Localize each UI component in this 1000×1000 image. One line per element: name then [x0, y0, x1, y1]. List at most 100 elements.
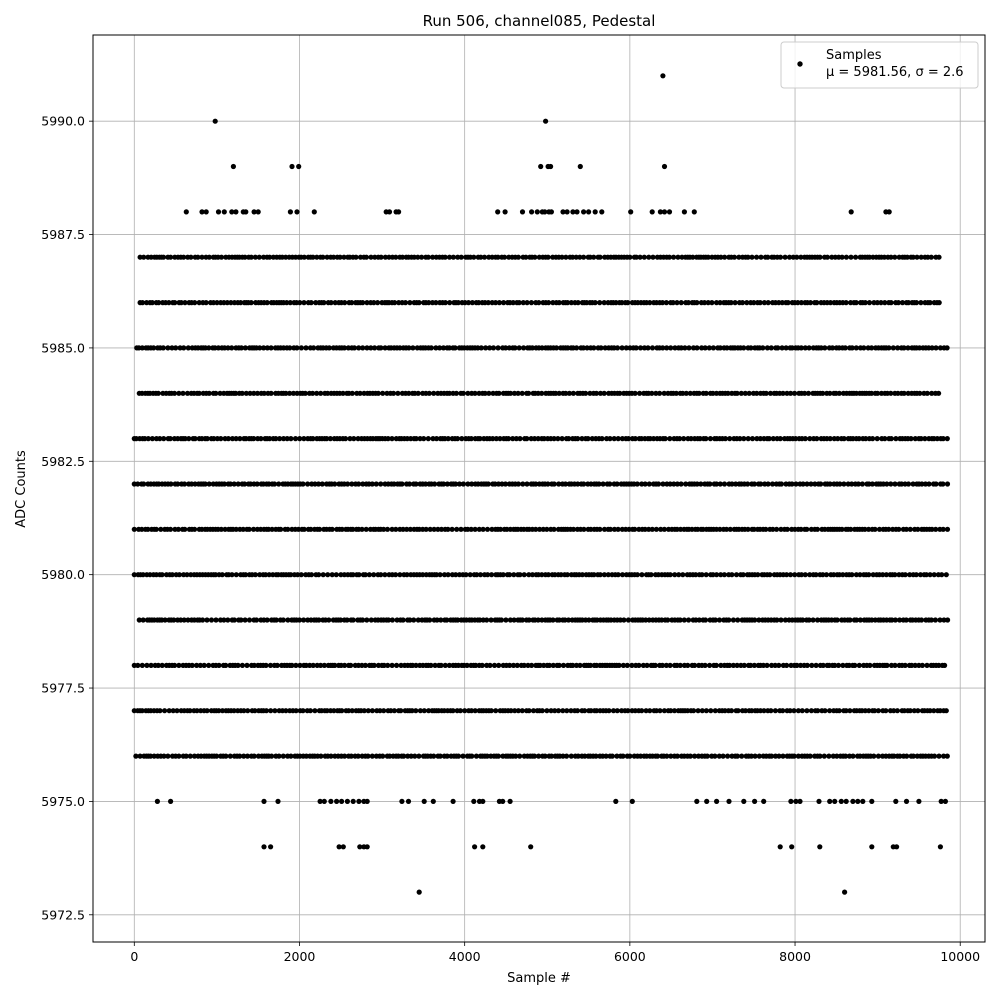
data-point — [437, 572, 443, 578]
data-point — [944, 345, 950, 351]
data-point — [415, 390, 421, 396]
data-point — [231, 708, 237, 714]
data-point — [710, 390, 716, 396]
data-point — [886, 345, 892, 351]
data-point — [780, 753, 786, 759]
data-point — [203, 209, 209, 215]
data-point — [238, 617, 244, 623]
data-point — [827, 436, 833, 442]
data-point — [646, 617, 652, 623]
data-point — [456, 481, 463, 487]
data-point — [186, 436, 192, 442]
data-point — [238, 300, 244, 306]
data-point — [596, 481, 602, 487]
data-point — [686, 617, 692, 623]
data-point — [908, 436, 914, 442]
data-point — [587, 390, 593, 396]
data-point — [446, 390, 452, 396]
data-point — [597, 254, 603, 260]
data-point — [668, 753, 674, 759]
data-point — [165, 345, 171, 351]
data-point — [625, 708, 631, 714]
data-point — [517, 572, 523, 578]
y-tick-label: 5982.5 — [41, 454, 85, 469]
data-point — [707, 436, 714, 442]
data-point — [702, 617, 709, 623]
data-point — [904, 254, 910, 260]
data-point — [702, 662, 708, 669]
data-point — [607, 436, 613, 442]
data-point — [519, 708, 525, 714]
data-point — [431, 753, 437, 759]
data-point — [372, 345, 378, 351]
data-point — [332, 300, 338, 306]
data-point — [373, 481, 379, 487]
data-point — [745, 254, 751, 260]
data-point — [575, 753, 581, 759]
data-point — [667, 436, 673, 442]
data-point — [537, 526, 543, 532]
data-point — [748, 662, 754, 669]
data-point — [264, 345, 270, 351]
data-point — [560, 753, 566, 759]
data-point — [389, 617, 395, 623]
data-point — [303, 345, 309, 351]
data-point — [703, 436, 709, 442]
data-point — [913, 300, 920, 306]
data-point — [155, 390, 161, 396]
data-point — [369, 481, 375, 487]
data-point — [182, 436, 188, 442]
data-point — [657, 390, 663, 396]
data-point — [413, 708, 419, 714]
data-point — [242, 617, 248, 623]
data-point — [229, 345, 235, 351]
data-point — [940, 436, 946, 442]
data-point — [634, 481, 640, 487]
data-point — [524, 436, 530, 442]
data-point — [272, 708, 278, 714]
data-point — [507, 617, 513, 623]
data-point — [166, 708, 172, 714]
data-point — [426, 390, 432, 396]
data-point — [450, 798, 456, 805]
data-point — [643, 708, 649, 714]
data-point — [653, 526, 660, 532]
data-point — [840, 662, 846, 669]
data-point — [601, 526, 608, 532]
data-point — [484, 617, 490, 623]
data-point — [449, 526, 455, 532]
data-point — [204, 617, 210, 623]
data-point — [938, 798, 944, 805]
data-point — [776, 753, 782, 759]
data-point — [139, 345, 145, 351]
data-point — [804, 526, 810, 532]
data-point — [223, 753, 229, 759]
data-point — [899, 300, 906, 306]
data-point — [227, 481, 234, 487]
data-point — [800, 617, 806, 623]
data-point — [287, 345, 293, 351]
data-point — [568, 300, 575, 306]
data-point — [430, 254, 436, 260]
data-point — [559, 254, 565, 260]
data-point — [600, 481, 606, 487]
data-point — [460, 753, 466, 759]
data-point — [399, 254, 406, 260]
data-point — [932, 617, 939, 623]
data-point — [368, 617, 374, 623]
data-point — [294, 345, 300, 351]
data-point — [497, 526, 504, 532]
data-point — [491, 662, 498, 669]
data-point — [391, 708, 397, 714]
data-point — [302, 390, 308, 396]
data-point — [378, 481, 384, 487]
data-point — [880, 572, 886, 578]
data-point — [625, 436, 632, 442]
data-point — [288, 572, 294, 578]
data-point — [727, 436, 733, 442]
data-point — [704, 798, 710, 805]
data-point — [310, 662, 316, 669]
data-point — [430, 436, 436, 442]
data-point — [315, 481, 322, 487]
data-point — [375, 300, 381, 306]
